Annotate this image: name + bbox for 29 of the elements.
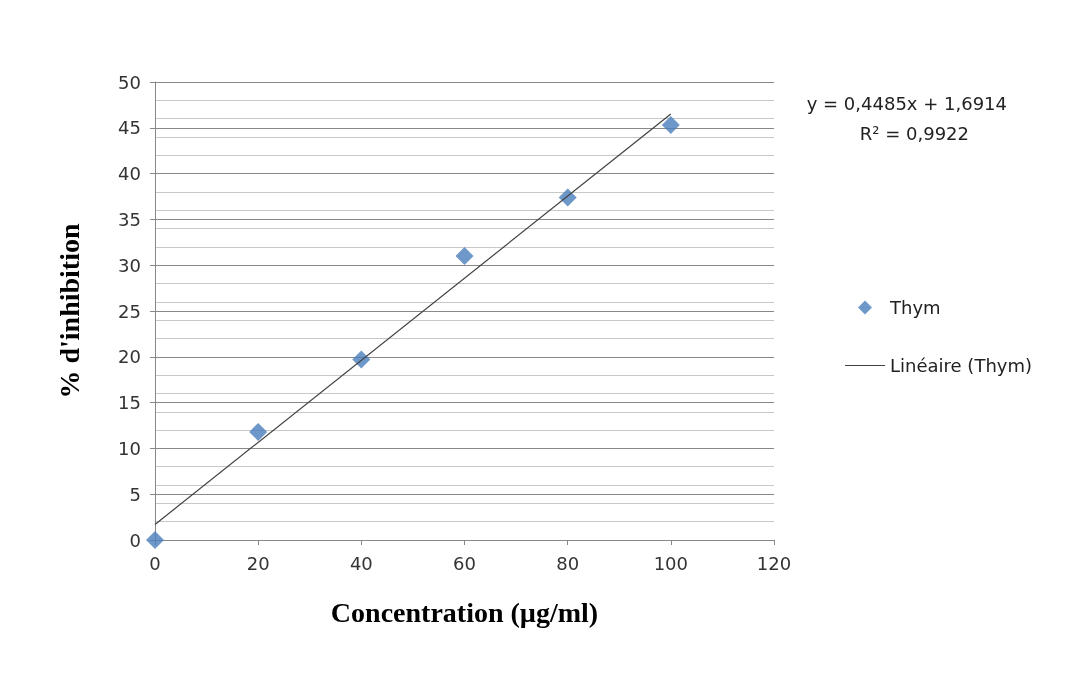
x-tick-label: 20 [246, 552, 270, 574]
x-tick-label: 40 [349, 552, 373, 574]
x-tick-label: 120 [756, 552, 792, 574]
point [249, 422, 268, 441]
y-tick-label: 40 [118, 163, 141, 185]
x-tick-label: 60 [453, 552, 476, 574]
point [661, 116, 680, 135]
y-tick-label: 45 [118, 117, 141, 139]
x-tick-label: 100 [653, 552, 689, 574]
x-tick-label: 0 [149, 552, 161, 574]
x-axis-title: Concentration (µg/ml) [330, 596, 599, 628]
point [455, 247, 474, 266]
point [146, 531, 164, 549]
text: y = 0,4485x + 1,6914 [806, 92, 1008, 114]
y-tick-label: 25 [118, 300, 141, 322]
y-tick-label: 20 [118, 346, 141, 368]
y-axis-title: % d'inhibition [53, 223, 85, 399]
point [558, 188, 577, 207]
legend-label: Linéaire (Thym) [890, 355, 1033, 376]
y-tick-label: 30 [118, 254, 141, 276]
legend-label: Thym [889, 297, 941, 318]
x-tick-label: 80 [556, 552, 580, 574]
y-tick-label: 50 [118, 71, 141, 93]
text: R² = 0,9922 [859, 122, 969, 144]
y-tick-label: 0 [129, 529, 141, 551]
y-tick-label: 10 [118, 437, 141, 459]
y-tick-label: 15 [118, 392, 141, 414]
y-tick-label: 5 [129, 483, 141, 505]
y-tick-label: 35 [118, 208, 141, 230]
